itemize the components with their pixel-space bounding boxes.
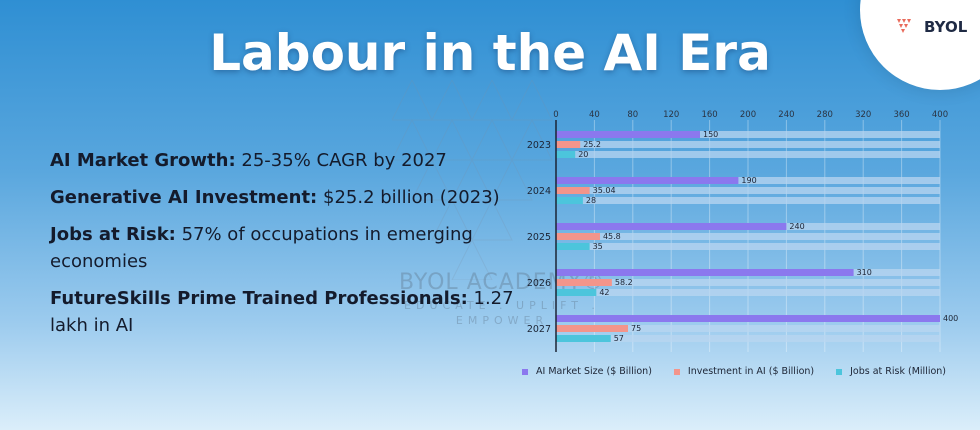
x-tick-label: 80 [627,110,638,120]
x-tick-label: 360 [893,110,909,120]
watermark-tagline: EDUCATE . UPLIFT . [404,299,600,312]
page-title: Labour in the AI Era [209,24,771,82]
bar [556,151,576,158]
legend-swatch [522,368,528,375]
bar-track [556,233,940,240]
watermark: BYOL ACADEMY® EDUCATE . UPLIFT . EMPOWER [382,270,622,327]
bar [556,223,787,230]
bar-track [556,177,940,184]
x-tick-label: 120 [663,110,679,120]
fact-market-growth: AI Market Growth: 25-35% CAGR by 2027 [50,147,530,174]
bar-data-label: 75 [631,324,641,333]
x-tick-label: 240 [778,110,794,120]
y-tick-label: 2026 [527,278,551,289]
bar-data-label: 20 [578,150,588,159]
bar-data-label: 25.2 [583,140,601,149]
legend-item-market: AI Market Size ($ Billion) [522,366,652,377]
bar [556,233,600,240]
y-tick-label: 2024 [527,186,551,197]
fact-futureskills: FutureSkills Prime Trained Professionals… [50,285,530,339]
bar-track [556,197,940,204]
bar-track [556,187,940,194]
bar-track [556,131,940,138]
bar-data-label: 310 [857,268,872,277]
x-tick-label: 200 [740,110,756,120]
bar [556,325,628,332]
fact-value: 25-35% CAGR by 2027 [235,150,447,171]
bar [556,141,581,148]
bar-track [556,279,940,286]
fact-genai-investment: Generative AI Investment: $25.2 billion … [50,184,530,211]
bar-track [556,289,940,296]
legend-swatch [836,368,843,375]
bar [556,269,854,276]
bar [556,289,597,296]
fact-jobs-at-risk: Jobs at Risk: 57% of occupations in emer… [50,221,530,275]
watermark-pattern [392,80,553,280]
bar-data-label: 45.8 [603,232,621,241]
legend-label: Jobs at Risk (Million) [850,366,947,377]
bar [556,131,700,138]
legend-label: Investment in AI ($ Billion) [687,366,815,377]
y-tick-label: 2023 [527,140,551,151]
bar [556,243,590,250]
fact-label: Generative AI Investment: [50,187,318,208]
bar-data-label: 35 [593,242,603,251]
bar [556,335,611,342]
fact-label: Jobs at Risk: [50,224,176,245]
x-tick-label: 160 [701,110,717,120]
bar-track [556,141,940,148]
bar-data-label: 240 [789,222,804,231]
bar-data-label: 42 [599,288,609,297]
bar-data-label: 58.2 [615,278,633,287]
legend-label: AI Market Size ($ Billion) [536,366,652,377]
bar-data-label: 190 [741,176,756,185]
fact-value: $25.2 billion (2023) [317,187,500,208]
bar-track [556,325,940,332]
y-tick-label: 2025 [527,232,551,243]
bar [556,279,612,286]
x-tick-label: 40 [589,110,600,120]
x-tick-label: 280 [817,110,833,120]
bar [556,315,940,322]
bar-data-label: 57 [614,334,624,343]
fact-value: 1.27 lakh in AI [50,288,514,336]
bar-track [556,151,940,158]
x-tick-label: 320 [855,110,871,120]
x-tick-label: 0 [553,110,558,120]
legend-swatch [673,368,680,375]
bar-track [556,243,940,250]
fact-label: FutureSkills Prime Trained Professionals… [50,288,468,309]
bar-track [556,335,940,342]
brand-logo: BYOL [896,17,967,37]
legend-item-investment: Investment in AI ($ Billion) [673,366,815,377]
watermark-tagline-2: EMPOWER [455,314,549,327]
bar-data-label: 28 [586,196,596,205]
bar-data-label: 150 [703,130,718,139]
bar [556,177,739,184]
bar [556,187,590,194]
bar [556,197,583,204]
key-facts: AI Market Growth: 25-35% CAGR by 2027 Ge… [50,147,530,349]
brand-name: BYOL [924,18,968,36]
bar-data-label: 400 [943,314,958,323]
fact-value: 57% of occupations in emerging economies [50,224,473,272]
y-tick-label: 2027 [527,324,551,335]
x-tick-label: 400 [932,110,948,120]
bar-data-label: 35.04 [593,186,616,195]
fact-label: AI Market Growth: [50,150,236,171]
byol-logo-icon [897,19,911,33]
chart-legend: AI Market Size ($ Billion) Investment in… [522,366,946,377]
legend-item-jobs: Jobs at Risk (Million) [836,366,946,377]
